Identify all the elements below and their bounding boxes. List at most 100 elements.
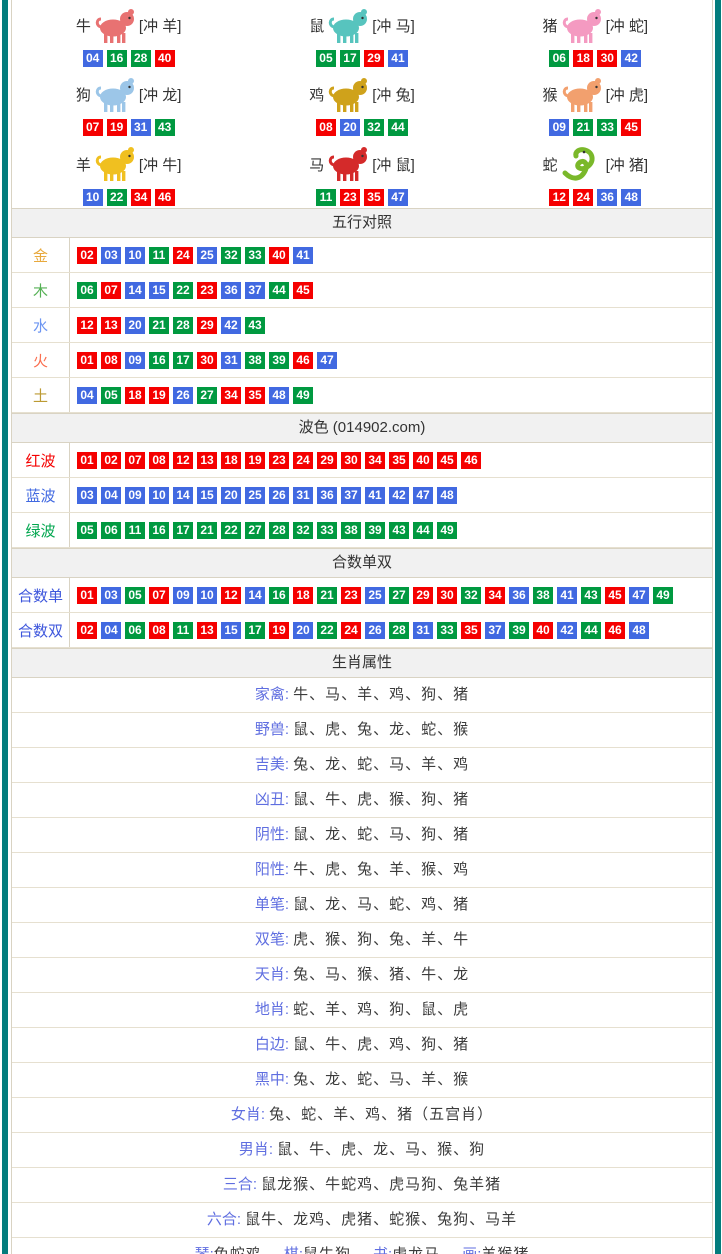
attribute-label: 单笔: (254, 896, 294, 913)
number-cell: 28 (389, 622, 409, 639)
zodiac-numbers: 10 22 34 46 (12, 188, 245, 206)
number-cell: 19 (245, 452, 265, 469)
zodiac-title: 羊 [冲 牛] (12, 142, 245, 187)
number-cell: 13 (197, 452, 217, 469)
number-cell: 43 (245, 317, 265, 334)
number-cell: 05 (101, 387, 121, 404)
number-cell: 07 (149, 587, 169, 604)
row-label: 绿波 (12, 513, 70, 547)
number-cell: 24 (341, 622, 361, 639)
number-cell: 40 (533, 622, 553, 639)
attribute-value: 鼠、龙、蛇、马、狗、猪 (293, 826, 470, 843)
number-cell: 46 (461, 452, 481, 469)
page-border-left (2, 0, 8, 1254)
number-cell: 09 (549, 119, 570, 137)
attribute-value: 鼠龙猴、牛蛇鸡、虎马狗、兔羊猪 (261, 1176, 502, 1193)
number-cell: 27 (389, 587, 409, 604)
number-cell: 11 (125, 522, 145, 539)
attribute-value: 兔、龙、蛇、马、羊、猴 (293, 1071, 470, 1088)
number-cell: 32 (461, 587, 481, 604)
attribute-label: 吉美: (254, 756, 294, 773)
row-label: 合数双 (12, 613, 70, 647)
qinqi-label: 琴: (195, 1246, 214, 1254)
number-cell: 01 (77, 452, 97, 469)
number-cell: 44 (581, 622, 601, 639)
number-cell: 03 (77, 487, 97, 504)
monkey-icon (562, 77, 601, 112)
row-numbers: 01 03 05 07 09 10 12 14 16 18 21 23 25 27 29 30 32 34 36 38… (75, 586, 675, 604)
attribute-label: 阳性: (254, 861, 294, 878)
number-cell: 21 (149, 317, 169, 334)
number-cell: 33 (245, 247, 265, 264)
zodiac-title: 牛 [冲 羊] (12, 3, 245, 48)
qinqi-value: 羊猴猪 (481, 1246, 529, 1254)
row-label: 土 (12, 378, 70, 412)
number-cell: 42 (557, 622, 577, 639)
number-cell: 03 (101, 247, 121, 264)
zodiac-name: 蛇 (542, 156, 558, 174)
number-cell: 35 (245, 387, 265, 404)
row-numbers: 01 08 09 16 17 30 31 38 39 46 47 (75, 351, 339, 369)
section-header-shengxiao: 生肖属性 (12, 648, 712, 678)
number-cell: 37 (245, 282, 265, 299)
number-cell: 33 (317, 522, 337, 539)
number-cell: 11 (315, 188, 336, 206)
number-cell: 23 (339, 188, 360, 206)
zodiac-numbers: 06 18 30 42 (479, 49, 712, 67)
number-cell: 23 (341, 587, 361, 604)
number-cell: 26 (365, 622, 385, 639)
zodiac-name: 猴 (542, 87, 558, 105)
number-cell: 34 (365, 452, 385, 469)
zodiac-clash: [冲 兔] (372, 87, 415, 105)
number-cell: 29 (363, 50, 384, 67)
number-cell: 22 (173, 282, 193, 299)
bose-rows: 红波 01 02 07 08 12 13 18 19 23 24 29 30 34 35 40 45 46 蓝波 03… (12, 443, 712, 548)
number-cell: 24 (573, 188, 594, 206)
rat-icon (329, 8, 368, 43)
number-cell: 41 (557, 587, 577, 604)
number-cell: 09 (173, 587, 193, 604)
zodiac-title: 鼠 [冲 马] (245, 3, 478, 48)
number-cell: 20 (125, 317, 145, 334)
zodiac-clash: [冲 马] (372, 18, 415, 35)
number-row: 合数单 01 03 05 07 09 10 12 14 16 18 21 23 25 27 29 30 32 34 3… (12, 578, 712, 613)
attribute-value: 鼠牛、龙鸡、虎猪、蛇猴、兔狗、马羊 (245, 1211, 518, 1228)
zodiac-numbers: 09 21 33 45 (479, 118, 712, 137)
attribute-value: 兔、蛇、羊、鸡、猪（五宫肖） (269, 1106, 494, 1123)
zodiac-clash: [冲 蛇] (605, 18, 649, 35)
main-table: 牛 [冲 羊] 04 16 28 40 鼠 [冲 马] 05 17 29 41 猪 [冲 蛇] 06 18 30… (11, 0, 713, 1254)
row-label: 红波 (12, 443, 70, 477)
number-cell: 47 (387, 188, 408, 206)
zodiac-clash: [冲 虎] (605, 87, 649, 105)
zodiac-clash: [冲 猪] (605, 156, 649, 174)
number-row: 绿波 05 06 11 16 17 21 22 27 28 32 33 38 39 43 44 49 (12, 513, 712, 548)
zodiac-numbers: 07 19 31 43 (12, 118, 245, 137)
number-cell: 10 (125, 247, 145, 264)
attribute-value: 鼠、牛、虎、鸡、狗、猪 (293, 1036, 470, 1053)
number-cell: 47 (317, 352, 337, 369)
number-cell: 08 (149, 452, 169, 469)
number-cell: 32 (221, 247, 241, 264)
zodiac-name: 鼠 (309, 18, 325, 35)
zodiac-cell: 鼠 [冲 马] 05 17 29 41 (245, 0, 478, 69)
number-cell: 14 (245, 587, 265, 604)
number-cell: 18 (125, 387, 145, 404)
zodiac-cell: 蛇 [冲 猪] 12 24 36 48 (479, 139, 712, 208)
number-cell: 44 (387, 119, 408, 137)
number-cell: 26 (269, 487, 289, 504)
number-cell: 48 (629, 622, 649, 639)
attribute-row: 阳性: 牛、虎、兔、羊、猴、鸡 (12, 853, 712, 888)
number-cell: 07 (125, 452, 145, 469)
number-cell: 40 (269, 247, 289, 264)
number-cell: 05 (315, 50, 336, 67)
attribute-label: 野兽: (254, 721, 294, 738)
wuxing-rows: 金 02 03 10 11 24 25 32 33 40 41 木 06 07 14 15 22 23 36 37 44… (12, 238, 712, 413)
number-cell: 18 (221, 452, 241, 469)
number-cell: 11 (149, 247, 169, 264)
number-cell: 25 (197, 247, 217, 264)
number-cell: 17 (173, 352, 193, 369)
zodiac-cell: 羊 [冲 牛] 10 22 34 46 (12, 139, 245, 208)
number-row: 水 12 13 20 21 28 29 42 43 (12, 308, 712, 343)
zodiac-numbers: 08 20 32 44 (245, 118, 478, 137)
number-cell: 16 (149, 352, 169, 369)
